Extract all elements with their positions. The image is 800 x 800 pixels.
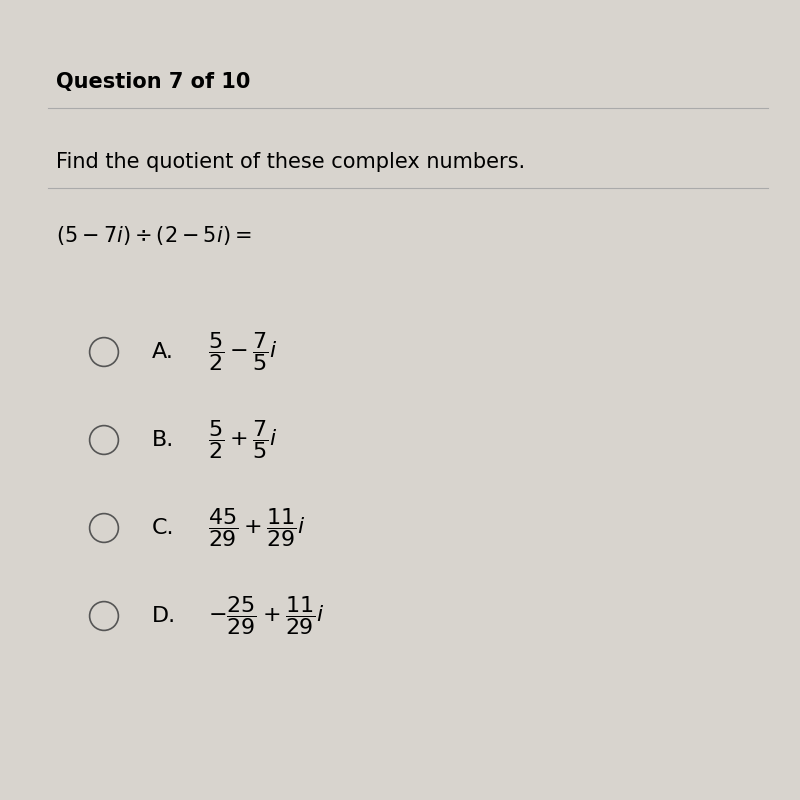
Text: $(5 - 7i) \div (2 - 5i) =$: $(5 - 7i) \div (2 - 5i) =$ [56,224,252,247]
Text: Question 7 of 10: Question 7 of 10 [56,72,250,92]
Text: A.: A. [152,342,174,362]
Text: B.: B. [152,430,174,450]
Text: C.: C. [152,518,174,538]
Text: D.: D. [152,606,176,626]
Text: $\dfrac{5}{2} + \dfrac{7}{5}i$: $\dfrac{5}{2} + \dfrac{7}{5}i$ [208,418,278,462]
Text: $\dfrac{45}{29} + \dfrac{11}{29}i$: $\dfrac{45}{29} + \dfrac{11}{29}i$ [208,506,306,550]
Text: Find the quotient of these complex numbers.: Find the quotient of these complex numbe… [56,152,525,172]
Text: $-\dfrac{25}{29} + \dfrac{11}{29}i$: $-\dfrac{25}{29} + \dfrac{11}{29}i$ [208,594,324,638]
Text: $\dfrac{5}{2} - \dfrac{7}{5}i$: $\dfrac{5}{2} - \dfrac{7}{5}i$ [208,330,278,374]
